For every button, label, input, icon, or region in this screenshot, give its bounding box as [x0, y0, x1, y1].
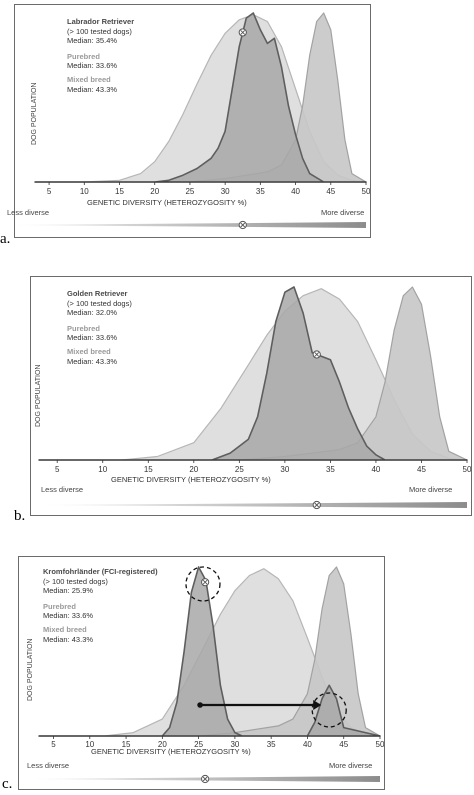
- chart-c: 5 10 15 20 25 30 35 40 45 50: [33, 566, 384, 784]
- x-tick-label: 5: [51, 740, 56, 749]
- x-tick-label: 30: [230, 740, 239, 749]
- x-tick-label: 10: [85, 740, 94, 749]
- mixed-label: Mixed breed: [43, 624, 87, 634]
- more-diverse-label: More diverse: [329, 761, 373, 770]
- legend-a: Labrador Retriever (> 100 tested dogs) M…: [67, 17, 134, 94]
- x-tick-label: 40: [291, 187, 300, 196]
- panel-b: 5 10 15 20 25 30 35 40 45 50 Golden Retriever (> …: [30, 276, 472, 516]
- panel-c: 5 10 15 20 25 30 35 40 45 50 Kromfohrländer (FCI-…: [18, 556, 385, 790]
- breed-name: Labrador Retriever: [67, 17, 135, 26]
- purebred-label: Purebred: [67, 323, 100, 333]
- purebred-median: Median: 33.6%: [67, 61, 118, 71]
- x-tick-label: 35: [267, 740, 276, 749]
- chart-b: 5 10 15 20 25 30 35 40 45 50: [38, 286, 471, 510]
- x-tick-label: 5: [55, 465, 60, 474]
- breed-name: Kromfohrländer (FCI-registered): [43, 567, 158, 576]
- less-diverse-label: Less diverse: [41, 485, 84, 494]
- x-tick-label: 40: [303, 740, 312, 749]
- breed-median-marker: [238, 28, 247, 37]
- x-tick-label: 45: [417, 465, 426, 474]
- breed-median-marker: [201, 578, 210, 587]
- panel-letter-c: c.: [2, 776, 13, 792]
- x-tick-label: 20: [158, 740, 167, 749]
- x-tick-label: 25: [235, 465, 244, 474]
- diversity-gradient-bar: [15, 222, 366, 228]
- x-tick-label: 50: [376, 740, 384, 749]
- breed-median: Median: 32.0%: [67, 308, 118, 318]
- x-tick-label: 30: [280, 465, 289, 474]
- mixed-median: Median: 43.3%: [43, 634, 94, 644]
- more-diverse-label: More diverse: [321, 208, 365, 217]
- x-tick-label: 15: [115, 187, 124, 196]
- x-tick-label: 45: [339, 740, 348, 749]
- comparison-arrow-start: [197, 702, 203, 708]
- series-area-3: [38, 286, 468, 461]
- series-area-2: [38, 566, 381, 737]
- x-tick-label: 40: [371, 465, 380, 474]
- x-tick-label: 25: [194, 740, 203, 749]
- x-tick-label: 10: [98, 465, 107, 474]
- mixed-median: Median: 43.3%: [67, 84, 118, 94]
- x-tick-label: 10: [80, 187, 89, 196]
- highlight-circle-mixed-peak: [311, 692, 347, 728]
- panel-letter-b: b.: [14, 508, 26, 524]
- x-tick-label: 20: [189, 465, 198, 474]
- x-tick-label: 50: [463, 465, 471, 474]
- mixed-label: Mixed breed: [67, 346, 111, 356]
- diversity-gradient-bar: [45, 502, 467, 508]
- y-axis-label: DOG POPULATION: [35, 364, 42, 428]
- series-area-3: [34, 12, 367, 183]
- x-tick-label: 30: [221, 187, 230, 196]
- x-tick-label: 35: [326, 465, 335, 474]
- x-tick-label: 45: [326, 187, 335, 196]
- legend-b: Golden Retriever (> 100 tested dogs) Med…: [67, 289, 132, 366]
- x-tick-label: 15: [144, 465, 153, 474]
- chart-a: 5 10 15 20 25 30 35 40 45 50: [15, 12, 370, 230]
- tested-count: (> 100 tested dogs): [43, 576, 108, 586]
- diversity-bar-marker: [201, 774, 210, 784]
- mixed-median: Median: 43.3%: [67, 356, 118, 366]
- purebred-median: Median: 33.6%: [67, 333, 118, 343]
- purebred-label: Purebred: [43, 601, 76, 611]
- y-axis-label: DOG POPULATION: [31, 82, 38, 146]
- x-axis-label: GENETIC DIVERSITY (HETEROZYGOSITY %): [91, 747, 251, 756]
- highlight-circle-breed-peak: [185, 566, 221, 602]
- y-axis-label: DOG POPULATION: [27, 638, 34, 702]
- comparison-arrowhead: [313, 700, 322, 710]
- x-axis-label: GENETIC DIVERSITY (HETEROZYGOSITY %): [87, 198, 247, 207]
- x-tick-label: 5: [47, 187, 52, 196]
- x-axis-label: GENETIC DIVERSITY (HETEROZYGOSITY %): [111, 475, 271, 484]
- less-diverse-label: Less diverse: [27, 761, 70, 770]
- breed-name: Golden Retriever: [67, 289, 128, 298]
- x-tick-label: 15: [122, 740, 131, 749]
- diversity-bar-marker: [312, 500, 321, 510]
- x-tick-label: 50: [362, 187, 370, 196]
- more-diverse-label: More diverse: [409, 485, 453, 494]
- breed-median-marker: [312, 350, 321, 359]
- breed-median: Median: 25.9%: [43, 586, 94, 596]
- x-tick-label: 35: [256, 187, 265, 196]
- x-tick-label: 20: [150, 187, 159, 196]
- tested-count: (> 100 tested dogs): [67, 298, 132, 308]
- purebred-label: Purebred: [67, 51, 100, 61]
- less-diverse-label: Less diverse: [7, 208, 50, 217]
- tested-count: (> 100 tested dogs): [67, 26, 132, 36]
- diversity-bar-marker: [238, 220, 247, 230]
- breed-median: Median: 35.4%: [67, 36, 118, 46]
- purebred-median: Median: 33.6%: [43, 611, 94, 621]
- legend-c: Kromfohrländer (FCI-registered) (> 100 t…: [43, 567, 158, 644]
- x-tick-label: 25: [185, 187, 194, 196]
- panel-letter-a: a.: [0, 231, 11, 247]
- mixed-label: Mixed breed: [67, 74, 111, 84]
- panel-a: 5 10 15 20 25 30 35 40 45 50 Labrador Retriever (…: [7, 4, 371, 238]
